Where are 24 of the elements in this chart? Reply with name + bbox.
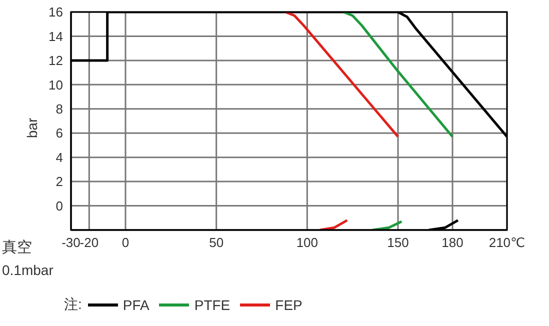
x-tick-label: 150 [387, 235, 409, 250]
y-tick-label: 16 [48, 4, 63, 20]
y-tick-label: 8 [56, 102, 63, 117]
text: 0.1mbar [2, 262, 54, 278]
text: 真空 [2, 238, 32, 257]
x-tick-label: 180 [442, 235, 464, 250]
legend-label: PTFE [194, 297, 230, 313]
x-tick-label: 100 [296, 235, 318, 250]
x-tick-label: -30 [62, 235, 80, 250]
x-tick-label: 210℃ [488, 235, 526, 250]
y-tick-label: 4 [56, 150, 63, 165]
legend-label: PFA [122, 297, 150, 313]
y-tick-label: 0 [56, 198, 63, 214]
x-tick-label: -20 [80, 235, 99, 250]
x-tick-label: 50 [209, 235, 224, 250]
legend-label: FEP [275, 297, 302, 313]
y-tick-label: 6 [56, 126, 63, 141]
y-tick-label: 12 [48, 53, 63, 68]
y-tick-label: 2 [56, 174, 63, 190]
y-tick-label: 10 [48, 77, 63, 92]
y-tick-label: 14 [48, 28, 63, 44]
y-axis-title: bar [24, 118, 40, 138]
legend-title: 注: [64, 296, 82, 314]
x-tick-label: 0 [122, 235, 130, 250]
